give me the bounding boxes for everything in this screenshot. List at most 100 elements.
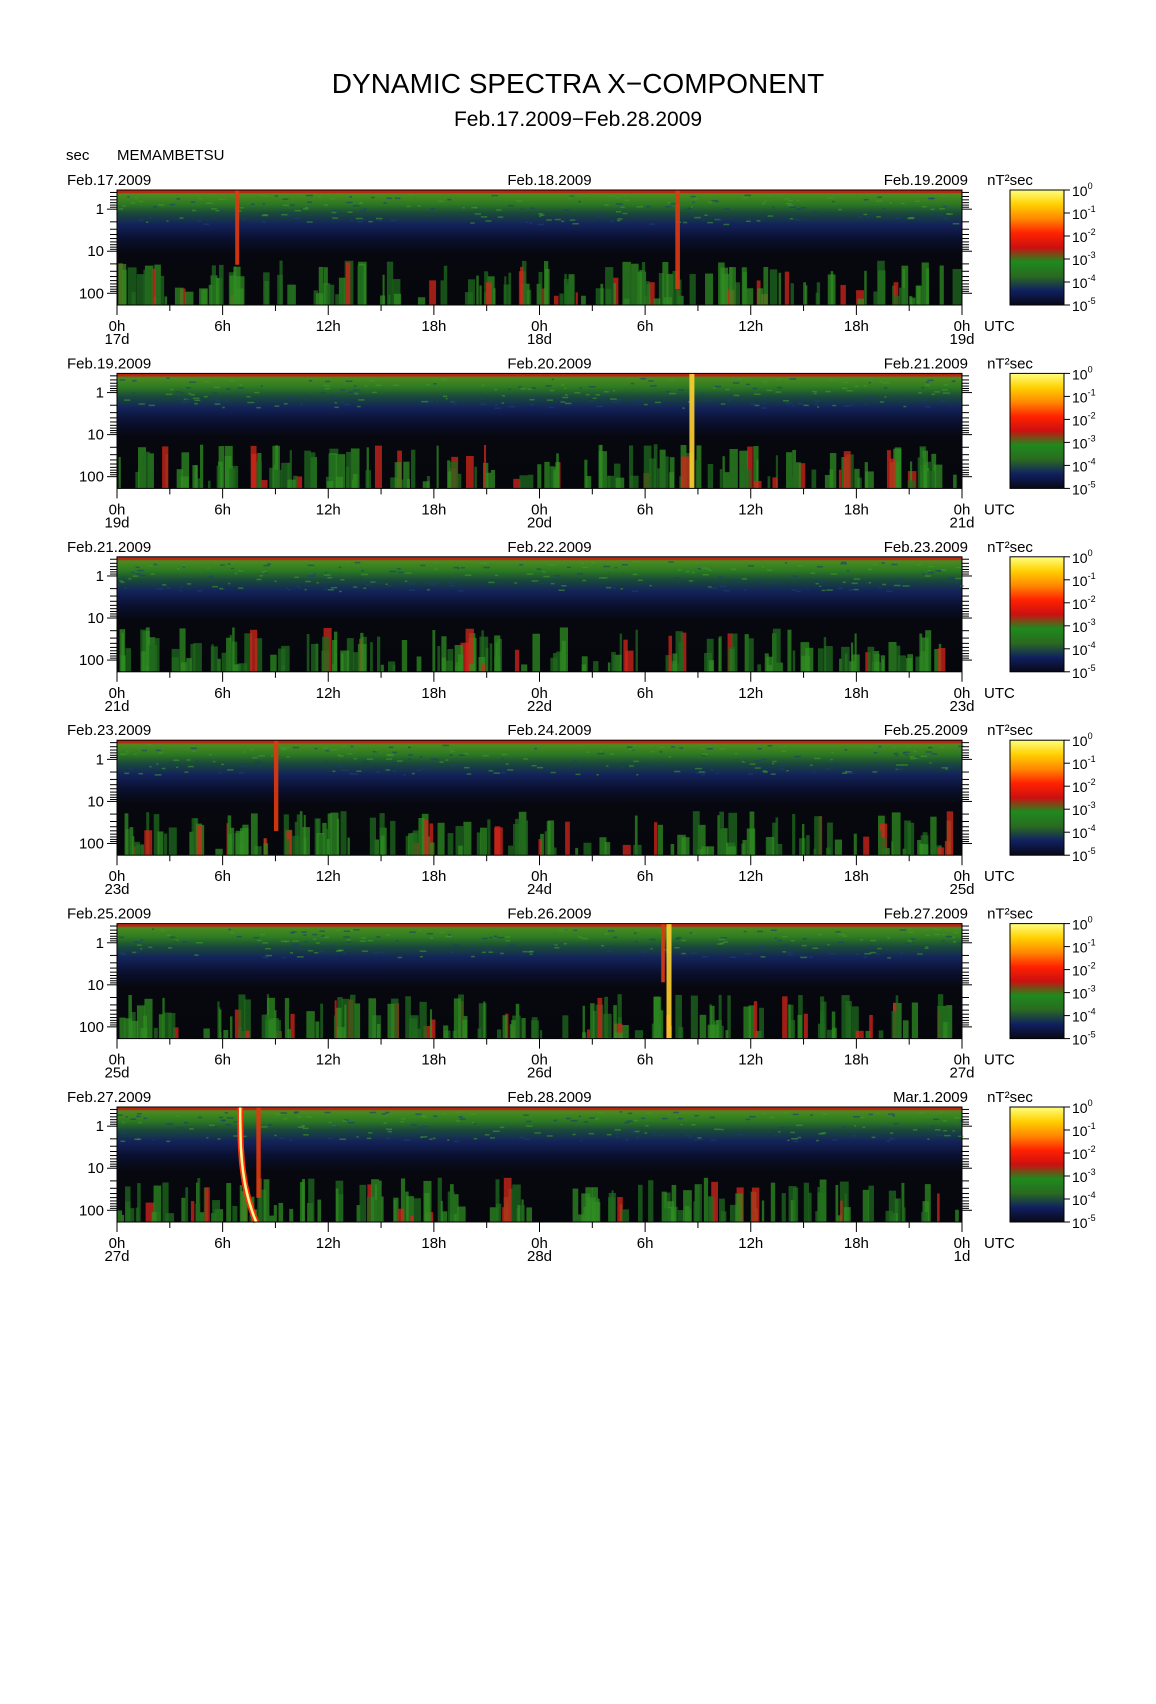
spectrogram-activity: [689, 274, 696, 305]
spectrogram-activity: [572, 1188, 579, 1222]
spectrogram-texture: [289, 1139, 292, 1142]
spectrogram-texture: [588, 386, 596, 388]
spectrogram-texture: [649, 584, 652, 587]
spectrogram-texture: [239, 384, 243, 386]
spectrogram-texture: [343, 936, 350, 938]
spectrogram-texture: [767, 569, 773, 571]
spectrogram-texture: [329, 197, 336, 200]
spectrogram-activity: [226, 1183, 232, 1222]
spectrogram-texture: [427, 932, 434, 935]
spectrogram-texture: [625, 1139, 629, 1141]
spectra-panel: Feb.27.2009 Feb.28.2009 Mar.1.2009 nT²sec11…: [67, 1089, 1096, 1265]
spectrogram-texture: [494, 574, 499, 577]
spectrogram-texture: [624, 1121, 630, 1124]
spectrogram-texture: [631, 745, 637, 747]
colorbar-tick-label: 10-2: [1072, 410, 1096, 428]
spectrogram-activity: [365, 470, 372, 489]
spectrogram-texture: [877, 196, 882, 198]
spectrogram-texture: [349, 1129, 356, 1132]
spectrogram-activity: [772, 822, 777, 856]
spectrogram-texture: [732, 382, 740, 384]
spectrogram-texture: [866, 582, 872, 585]
spectrogram-texture: [425, 384, 430, 386]
spectrogram-texture: [851, 1135, 857, 1137]
spectrogram-texture: [925, 751, 932, 753]
spectrogram-texture: [955, 577, 962, 580]
spectrogram-activity: [244, 633, 253, 672]
spectrogram-texture: [398, 571, 403, 574]
spectrogram-texture: [342, 952, 347, 955]
spectrogram-activity: [724, 472, 730, 489]
spectrogram-activity: [666, 273, 674, 305]
spectrogram-texture: [215, 209, 220, 212]
spectrogram-activity: [806, 835, 810, 856]
spectrogram-texture: [323, 384, 330, 387]
spectrogram-activity: [400, 479, 406, 489]
spectrogram-activity: [394, 462, 402, 489]
spectrogram-activity: [910, 461, 913, 489]
spectrogram-texture: [895, 217, 900, 219]
spectrogram-texture: [761, 566, 765, 568]
spectrogram-texture: [218, 771, 222, 774]
spectrogram-texture: [670, 203, 676, 205]
spectrogram-texture: [307, 201, 313, 203]
spectrogram-activity: [947, 1011, 950, 1039]
spectrogram-texture: [408, 589, 415, 592]
spectrogram-texture: [137, 569, 144, 572]
spectrogram-texture: [140, 948, 143, 950]
spectrogram-texture: [409, 931, 416, 933]
spectrogram-activity: [311, 643, 318, 672]
spectrogram-activity: [216, 465, 221, 489]
spectrogram-texture: [792, 1113, 799, 1116]
spectrogram-texture: [885, 948, 889, 951]
spectrogram-texture: [549, 389, 555, 392]
spectrogram-texture: [928, 571, 935, 574]
spectrogram-texture: [137, 944, 142, 946]
spectrogram-activity: [458, 994, 464, 1039]
spectrogram-texture: [228, 928, 231, 931]
spectrogram-activity: [690, 995, 698, 1039]
spectrogram-activity: [125, 648, 132, 672]
spectrogram-activity: [547, 466, 555, 489]
spectrogram-texture: [455, 579, 460, 582]
spectrogram-texture: [595, 394, 600, 396]
spectrogram-texture: [447, 582, 451, 584]
spectrogram-texture: [438, 200, 444, 203]
spectrogram-texture: [572, 1133, 576, 1136]
spectrogram-activity: [841, 646, 850, 672]
panel-start-date: Feb.23.2009: [67, 722, 151, 739]
spectrogram-activity: [868, 1185, 874, 1222]
spectrogram-activity: [190, 1201, 195, 1222]
spectrogram-texture: [297, 1126, 305, 1128]
spectrogram-texture: [943, 205, 947, 208]
spectrogram-texture: [296, 956, 304, 958]
spectrogram-texture: [927, 569, 931, 572]
spectrogram-texture: [289, 204, 295, 206]
spectrogram-activity: [540, 833, 544, 856]
spectrogram-texture: [237, 210, 242, 212]
spectrogram-texture: [169, 203, 176, 206]
spectrogram-texture: [373, 952, 379, 954]
spectrogram-activity: [229, 468, 236, 489]
colorbar-tick-label: 10-3: [1072, 984, 1096, 1002]
spectrogram-activity: [595, 288, 605, 305]
spectrogram-activity: [162, 997, 165, 1039]
spectrogram-activity: [853, 833, 857, 856]
colorbar-unit: nT²sec: [987, 722, 1033, 739]
spectrogram-texture: [308, 575, 315, 577]
spectrogram-activity: [174, 287, 184, 305]
spectrogram-texture: [892, 1115, 896, 1117]
spectrogram-texture: [119, 580, 123, 582]
spectrogram-texture: [863, 198, 869, 201]
spectrogram-texture: [518, 386, 522, 388]
spectrogram-activity: [722, 828, 728, 856]
spectrogram-activity: [864, 270, 867, 305]
spectrogram-texture: [784, 402, 792, 404]
spectrogram-activity: [326, 839, 330, 856]
spectrogram-texture: [353, 205, 360, 207]
colorbar-tick-label: 100: [1072, 181, 1093, 199]
spectrogram-texture: [191, 209, 197, 212]
spectrogram-texture: [324, 1111, 331, 1114]
spectrogram-texture: [886, 1140, 890, 1142]
spectrogram-texture: [290, 932, 295, 934]
